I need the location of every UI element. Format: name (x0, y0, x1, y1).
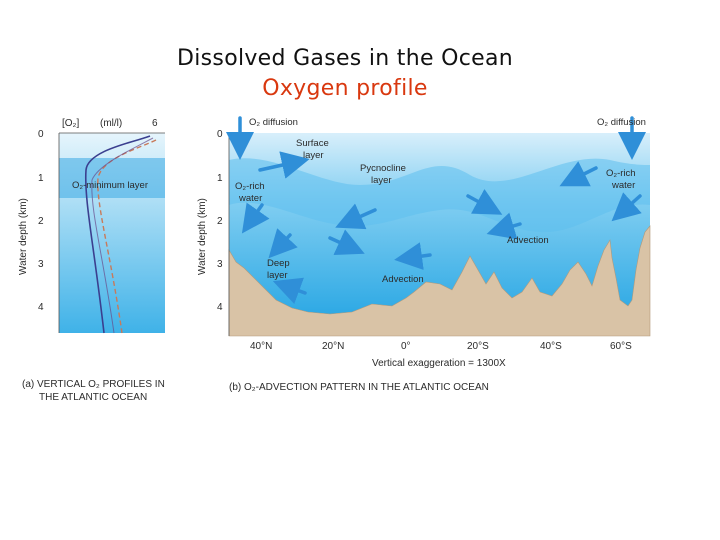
panel-a-caption-1: (a) VERTICAL O₂ PROFILES IN (22, 379, 165, 390)
label-o2-diffusion-left: O₂ diffusion (249, 117, 298, 128)
label-o2-rich-left-2: water (238, 193, 262, 204)
label-surface-2: layer (303, 150, 324, 161)
latitude-tick: 20°S (467, 341, 489, 352)
surface-arrow (258, 151, 310, 179)
label-o2-rich-left-1: O₂-rich (235, 181, 265, 192)
deep-arrow-2 (272, 277, 307, 304)
panel-a-vertical-profiles: [O₂] (ml/l) 6 0 1 2 3 4 Water depth (km)… (18, 118, 165, 403)
o2-rich-left-arrow (241, 202, 270, 234)
depth-tick: 0 (38, 129, 44, 140)
latitude-tick: 20°N (322, 341, 344, 352)
advection-arrows (226, 116, 646, 304)
panel-a-y-axis-label: Water depth (km) (18, 198, 29, 275)
panel-b-advection-pattern: 0 1 2 3 4 Water depth (km) O₂ diffusion … (197, 116, 651, 393)
latitude-tick: 40°N (250, 341, 272, 352)
latitude-tick: 40°S (540, 341, 562, 352)
deep-arrow-1 (328, 229, 365, 255)
descend-arrow (268, 228, 298, 259)
depth-tick: 0 (217, 129, 223, 140)
depth-tick: 1 (38, 173, 44, 184)
depth-tick: 3 (38, 259, 44, 270)
right-descend-arrow (611, 192, 642, 222)
o2-profile-curve-3 (91, 137, 154, 334)
label-o2-rich-right-1: O₂-rich (606, 168, 636, 179)
depth-tick: 1 (217, 173, 223, 184)
label-pycnocline-2: layer (371, 175, 392, 186)
depth-tick: 2 (38, 216, 44, 227)
latitude-ticks: 40°N 20°N 0° 20°S 40°S 60°S (250, 341, 632, 352)
o2-minimum-band (59, 158, 165, 198)
o2-minimum-layer-label: O₂-minimum layer (72, 180, 148, 191)
label-pycnocline-1: Pycnocline (360, 163, 406, 174)
seafloor (228, 225, 651, 337)
depth-tick: 2 (217, 216, 223, 227)
label-o2-rich-right-2: water (611, 180, 635, 191)
o2-rich-right-arrow (559, 161, 598, 187)
depth-tick: 3 (217, 259, 223, 270)
label-advection-1: Advection (507, 235, 549, 246)
slide-subtitle: Oxygen profile (262, 76, 428, 101)
pycnocline-arrow (335, 203, 377, 230)
panel-a-header-unit: (ml/l) (100, 118, 122, 129)
pycnocline-band (229, 158, 650, 233)
panel-a-caption-2: THE ATLANTIC OCEAN (39, 392, 147, 403)
label-deep-2: layer (267, 270, 288, 281)
latitude-tick: 60°S (610, 341, 632, 352)
panel-a-header-var: [O₂] (62, 118, 79, 129)
label-deep-1: Deep (267, 258, 290, 269)
mid-arrow (466, 189, 503, 215)
label-advection-2: Advection (382, 274, 424, 285)
label-o2-diffusion-right: O₂ diffusion (597, 117, 646, 128)
panel-a-depth-ticks: 0 1 2 3 4 (38, 129, 44, 313)
depth-tick: 4 (38, 302, 44, 313)
advection-arrow-1 (486, 212, 522, 240)
vertical-exaggeration-note: Vertical exaggeration = 1300X (372, 358, 506, 369)
panel-a-header-max: 6 (152, 118, 158, 129)
depth-tick: 4 (217, 302, 223, 313)
label-surface-1: Surface (296, 138, 329, 149)
o2-profile-curve-1 (84, 135, 151, 334)
panel-b-y-axis-label: Water depth (km) (197, 198, 208, 275)
panel-b-depth-ticks: 0 1 2 3 4 (217, 129, 223, 313)
slide-title: Dissolved Gases in the Ocean (177, 46, 513, 71)
advection-arrow-2 (394, 242, 432, 270)
o2-profile-curve-2 (97, 139, 157, 334)
latitude-tick: 0° (401, 341, 411, 352)
panel-b-caption: (b) O₂-ADVECTION PATTERN IN THE ATLANTIC… (229, 382, 489, 393)
